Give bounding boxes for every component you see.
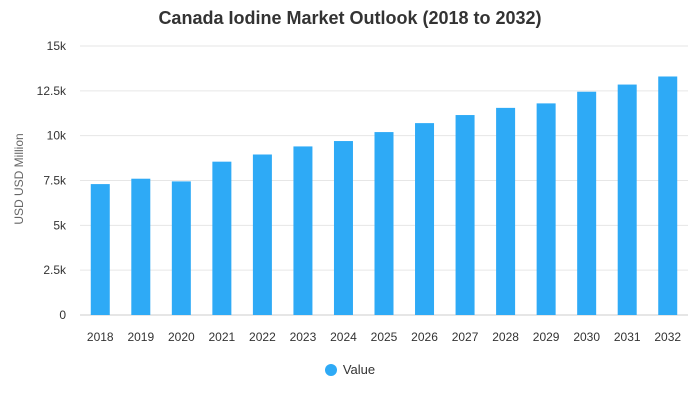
bar[interactable] xyxy=(374,132,394,315)
x-tick-label: 2022 xyxy=(249,330,276,344)
bar[interactable] xyxy=(333,141,353,315)
x-tick-label: 2028 xyxy=(492,330,519,344)
legend-swatch xyxy=(324,363,337,376)
y-tick-label: 10k xyxy=(47,129,67,143)
bar[interactable] xyxy=(212,161,232,315)
x-tick-label: 2019 xyxy=(127,330,154,344)
x-tick-label: 2026 xyxy=(411,330,438,344)
y-tick-label: 7.5k xyxy=(43,174,67,188)
bar[interactable] xyxy=(415,123,435,315)
x-tick-label: 2030 xyxy=(573,330,600,344)
y-tick-label: 12.5k xyxy=(37,84,67,98)
bar[interactable] xyxy=(496,107,516,316)
x-tick-label: 2032 xyxy=(654,330,681,344)
x-tick-label: 2031 xyxy=(614,330,641,344)
bar[interactable] xyxy=(252,154,272,315)
bar[interactable] xyxy=(658,76,678,315)
y-tick-label: 5k xyxy=(53,218,67,232)
x-tick-label: 2024 xyxy=(330,330,357,344)
y-tick-label: 2.5k xyxy=(43,263,67,277)
legend-label: Value xyxy=(342,362,376,377)
bar[interactable] xyxy=(455,115,475,315)
legend[interactable]: Value xyxy=(0,362,700,377)
bar[interactable] xyxy=(131,178,151,315)
y-tick-label: 0 xyxy=(59,308,66,322)
x-tick-label: 2023 xyxy=(290,330,317,344)
x-tick-label: 2025 xyxy=(371,330,398,344)
x-tick-label: 2021 xyxy=(209,330,236,344)
bar[interactable] xyxy=(90,184,110,315)
x-tick-label: 2020 xyxy=(168,330,195,344)
chart-title: Canada Iodine Market Outlook (2018 to 20… xyxy=(158,8,542,28)
bar[interactable] xyxy=(536,103,556,316)
bar[interactable] xyxy=(577,91,597,315)
bar[interactable] xyxy=(293,146,313,315)
x-tick-label: 2027 xyxy=(452,330,479,344)
bar[interactable] xyxy=(617,84,637,315)
y-tick-label: 15k xyxy=(47,39,67,53)
x-tick-label: 2029 xyxy=(533,330,560,344)
x-tick-label: 2018 xyxy=(87,330,114,344)
bar[interactable] xyxy=(171,181,191,315)
